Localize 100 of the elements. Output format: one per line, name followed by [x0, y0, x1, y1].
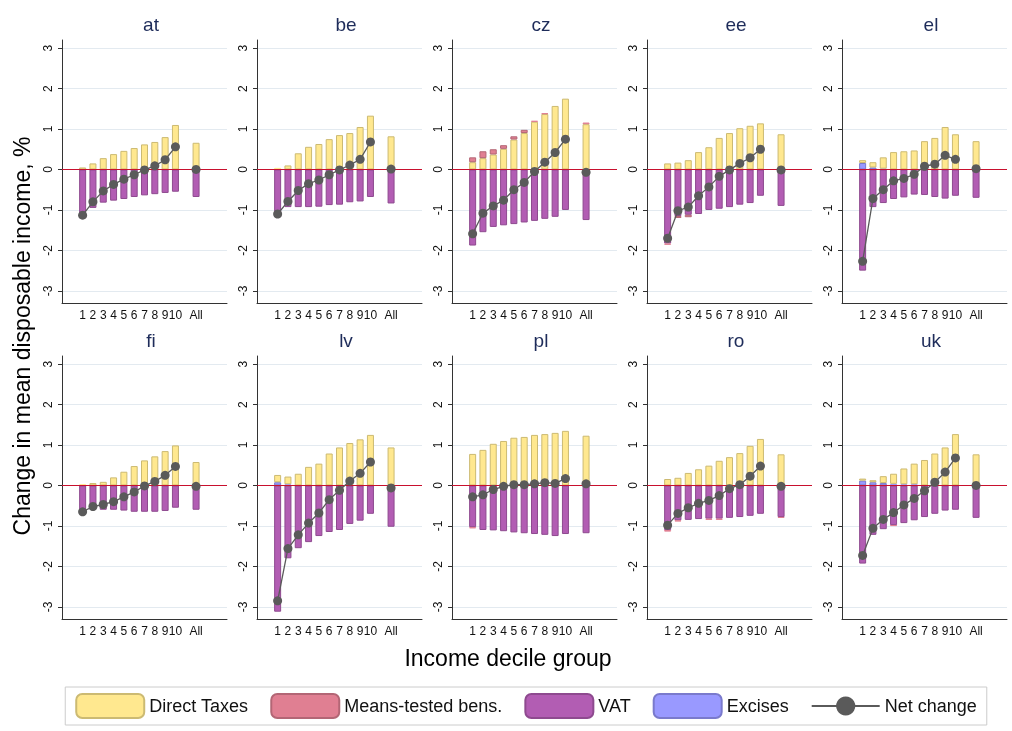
x-tick-label: All [579, 308, 593, 322]
x-tick-label: 8 [151, 308, 159, 322]
x-tick-label: 8 [346, 308, 354, 322]
x-tick-label: 7 [336, 624, 344, 638]
x-tick-label: 10 [558, 624, 573, 638]
x-tick-label: 3 [489, 308, 497, 322]
x-tick-label: 8 [931, 624, 939, 638]
y-tick-label: 0 [626, 165, 640, 173]
x-tick-label: 3 [99, 308, 107, 322]
y-tick-label: -1 [821, 520, 835, 532]
x-tick-label: 5 [120, 624, 128, 638]
x-tick-label: 5 [705, 308, 713, 322]
legend-label: Net change [884, 696, 977, 716]
y-tick-label: 2 [41, 84, 55, 92]
x-tick-label: All [189, 308, 203, 322]
y-tick-label: -2 [821, 560, 835, 572]
x-tick-label: 1 [859, 624, 867, 638]
y-tick-label: -2 [821, 244, 835, 256]
y-tick-label: 0 [41, 165, 55, 173]
x-tick-label: 3 [684, 308, 692, 322]
y-tick-label: 1 [236, 441, 250, 449]
x-tick-label: 4 [890, 308, 898, 322]
x-tick-label: 9 [356, 624, 364, 638]
x-tick-label: 8 [346, 624, 354, 638]
x-tick-label: 8 [151, 624, 159, 638]
y-tick-label: -1 [236, 204, 250, 216]
x-tick-label: 5 [705, 624, 713, 638]
legend-label: Excises [726, 696, 789, 716]
x-tick-label: All [189, 624, 203, 638]
x-tick-label: 7 [726, 624, 734, 638]
x-tick-label: All [774, 308, 788, 322]
y-tick-label: 3 [41, 44, 55, 52]
x-tick-label: 8 [736, 624, 744, 638]
x-tick-label: 6 [715, 624, 723, 638]
x-tick-label: 6 [325, 624, 333, 638]
x-tick-label: 4 [110, 624, 118, 638]
y-tick-label: -3 [41, 601, 55, 613]
y-tick-label: -1 [431, 520, 445, 532]
x-tick-label: 4 [890, 624, 898, 638]
chart-title: be [335, 14, 357, 35]
x-tick-label: 10 [753, 624, 768, 638]
y-tick-label: 1 [431, 125, 445, 133]
x-tick-label: 3 [489, 624, 497, 638]
x-tick-label: 9 [161, 624, 169, 638]
y-tick-label: -3 [626, 601, 640, 613]
x-tick-label: 5 [510, 308, 518, 322]
y-tick-label: 0 [431, 165, 445, 173]
x-tick-label: 9 [941, 308, 949, 322]
chart-title: el [923, 14, 939, 35]
x-tick-label: 3 [684, 624, 692, 638]
x-tick-label: 8 [931, 308, 939, 322]
x-tick-label: All [969, 624, 983, 638]
x-tick-label: 1 [859, 308, 867, 322]
x-tick-label: 6 [715, 308, 723, 322]
x-tick-label: 7 [921, 308, 929, 322]
x-tick-label: 3 [294, 308, 302, 322]
x-tick-label: 4 [695, 624, 703, 638]
y-tick-label: 3 [821, 360, 835, 368]
x-tick-label: 9 [551, 624, 559, 638]
x-tick-label: 2 [479, 308, 487, 322]
x-tick-label: 6 [910, 624, 918, 638]
x-tick-label: 9 [941, 624, 949, 638]
x-tick-label: All [579, 624, 593, 638]
x-tick-label: 7 [921, 624, 929, 638]
y-tick-label: -1 [41, 204, 55, 216]
x-tick-label: 3 [879, 308, 887, 322]
x-tick-label: 4 [695, 308, 703, 322]
legend-label: VAT [598, 696, 631, 716]
x-tick-label: 2 [674, 308, 682, 322]
legend-label: Means-tested bens. [344, 696, 503, 716]
y-tick-label: 2 [236, 400, 250, 408]
y-tick-label: -2 [626, 560, 640, 572]
y-tick-label: -3 [431, 601, 445, 613]
y-tick-label: 1 [626, 125, 640, 133]
x-tick-label: 2 [674, 624, 682, 638]
x-tick-label: 1 [274, 308, 282, 322]
x-tick-label: 7 [336, 308, 344, 322]
x-tick-label: 1 [469, 308, 477, 322]
x-tick-label: 5 [120, 308, 128, 322]
y-tick-label: -1 [821, 204, 835, 216]
y-tick-label: 1 [236, 125, 250, 133]
x-tick-label: 7 [141, 624, 149, 638]
x-tick-label: 10 [753, 308, 768, 322]
y-tick-label: -3 [626, 285, 640, 297]
x-tick-label: 2 [284, 624, 292, 638]
x-tick-label: 4 [110, 308, 118, 322]
legend-label: Direct Taxes [149, 696, 248, 716]
x-tick-label: 5 [900, 624, 908, 638]
chart-title: cz [531, 14, 551, 35]
y-tick-label: 2 [431, 400, 445, 408]
x-tick-label: 6 [130, 624, 138, 638]
x-tick-label: 9 [551, 308, 559, 322]
x-tick-label: 7 [726, 308, 734, 322]
x-tick-label: 9 [746, 308, 754, 322]
y-tick-label: 0 [41, 481, 55, 489]
x-tick-label: 10 [168, 308, 183, 322]
x-tick-label: 4 [500, 308, 508, 322]
y-tick-label: 3 [626, 44, 640, 52]
x-tick-label: 4 [305, 624, 313, 638]
x-tick-label: 2 [869, 308, 877, 322]
